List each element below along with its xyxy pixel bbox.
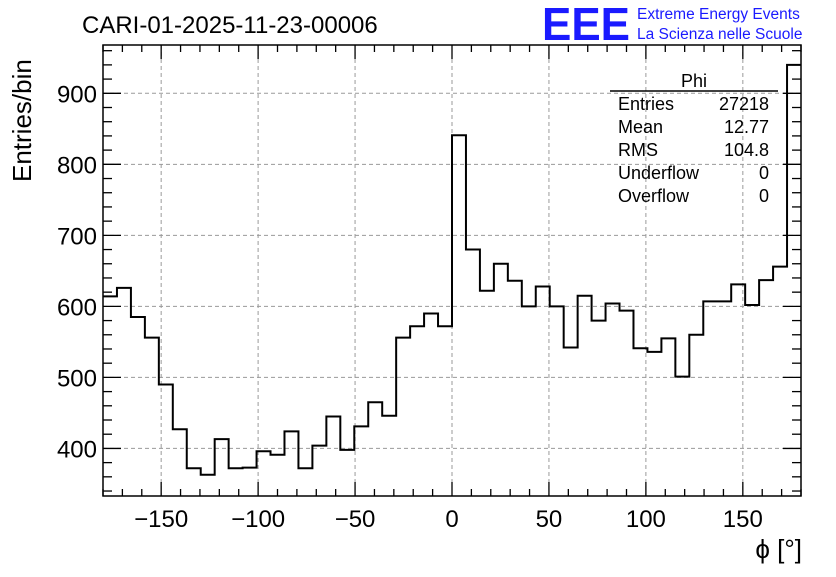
stats-box-title: Phi (681, 71, 707, 91)
x-tick-label: −150 (134, 506, 188, 533)
tick-labels: −150 −100 −50 0 50 100 150 400 500 600 700 800 900 (57, 81, 763, 533)
logo-line-2: La Scienza nelle Scuole (637, 26, 802, 43)
x-axis-label: ϕ [°] (755, 534, 802, 564)
stats-value-entries: 27218 (719, 94, 769, 114)
x-tick-label: −100 (231, 506, 285, 533)
chart-title: CARI-01-2025-11-23-00006 (82, 12, 378, 39)
x-tick-label: 150 (723, 506, 763, 533)
y-tick-label: 400 (57, 436, 97, 463)
y-tick-label: 900 (57, 81, 97, 108)
y-tick-label: 700 (57, 223, 97, 250)
x-tick-label: 100 (626, 506, 666, 533)
histogram-step-line (103, 63, 801, 476)
axis-ticks (102, 45, 802, 496)
stats-label-underflow: Underflow (618, 163, 700, 183)
x-tick-label: −50 (335, 506, 376, 533)
stats-value-rms: 104.8 (724, 140, 769, 160)
stats-label-rms: RMS (618, 140, 658, 160)
x-tick-label: 50 (536, 506, 563, 533)
stats-label-overflow: Overflow (618, 186, 690, 206)
stats-box: Phi Entries 27218 Mean 12.77 RMS 104.8 U… (610, 71, 778, 206)
stats-value-mean: 12.77 (724, 117, 769, 137)
y-axis-label: Entries/bin (7, 59, 37, 182)
y-tick-label: 800 (57, 152, 97, 179)
stats-value-underflow: 0 (759, 163, 769, 183)
logo-line-1: Extreme Energy Events (637, 6, 800, 23)
x-tick-label: 0 (445, 506, 458, 533)
y-tick-label: 500 (57, 365, 97, 392)
stats-value-overflow: 0 (759, 186, 769, 206)
stats-label-entries: Entries (618, 94, 674, 114)
y-tick-label: 600 (57, 294, 97, 321)
stats-label-mean: Mean (618, 117, 663, 137)
eee-logo: EEE (542, 0, 630, 50)
